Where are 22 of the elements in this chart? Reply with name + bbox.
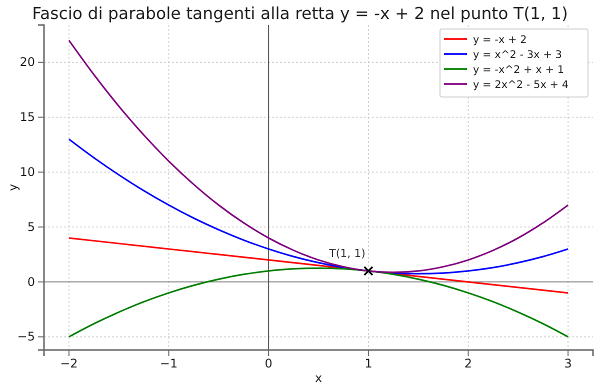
line-series [68, 267, 569, 338]
x-tick-label: −2 [60, 356, 78, 371]
y-tick-label: 5 [27, 220, 35, 234]
x-axis-title: x [314, 371, 322, 385]
annotation: T(1, 1) [328, 246, 366, 260]
x-tick-label: −1 [160, 356, 178, 371]
legend-label: y = -x^2 + x + 1 [473, 64, 564, 76]
legend-label: y = -x + 2 [473, 34, 527, 46]
legend-label: y = x^2 - 3x + 3 [473, 49, 562, 61]
y-tick-label: 10 [20, 164, 35, 179]
chart-title: Fascio di parabole tangenti alla retta y = -x + 2 nel punto T(1, 1) [32, 4, 568, 23]
y-axis-title: y [6, 184, 20, 192]
y-tick-label: 15 [20, 110, 35, 124]
y-tick-label: 0 [27, 274, 35, 289]
x-tick-label: 3 [564, 356, 572, 371]
line-series [68, 138, 569, 274]
x-tick-label: 1 [364, 356, 372, 371]
y-tick-label: −5 [17, 330, 35, 344]
legend-label: y = 2x^2 - 5x + 4 [473, 79, 569, 91]
x-tick-label: 0 [264, 356, 272, 371]
y-tick-label: 20 [20, 55, 35, 70]
x-tick-label: 2 [464, 356, 472, 371]
